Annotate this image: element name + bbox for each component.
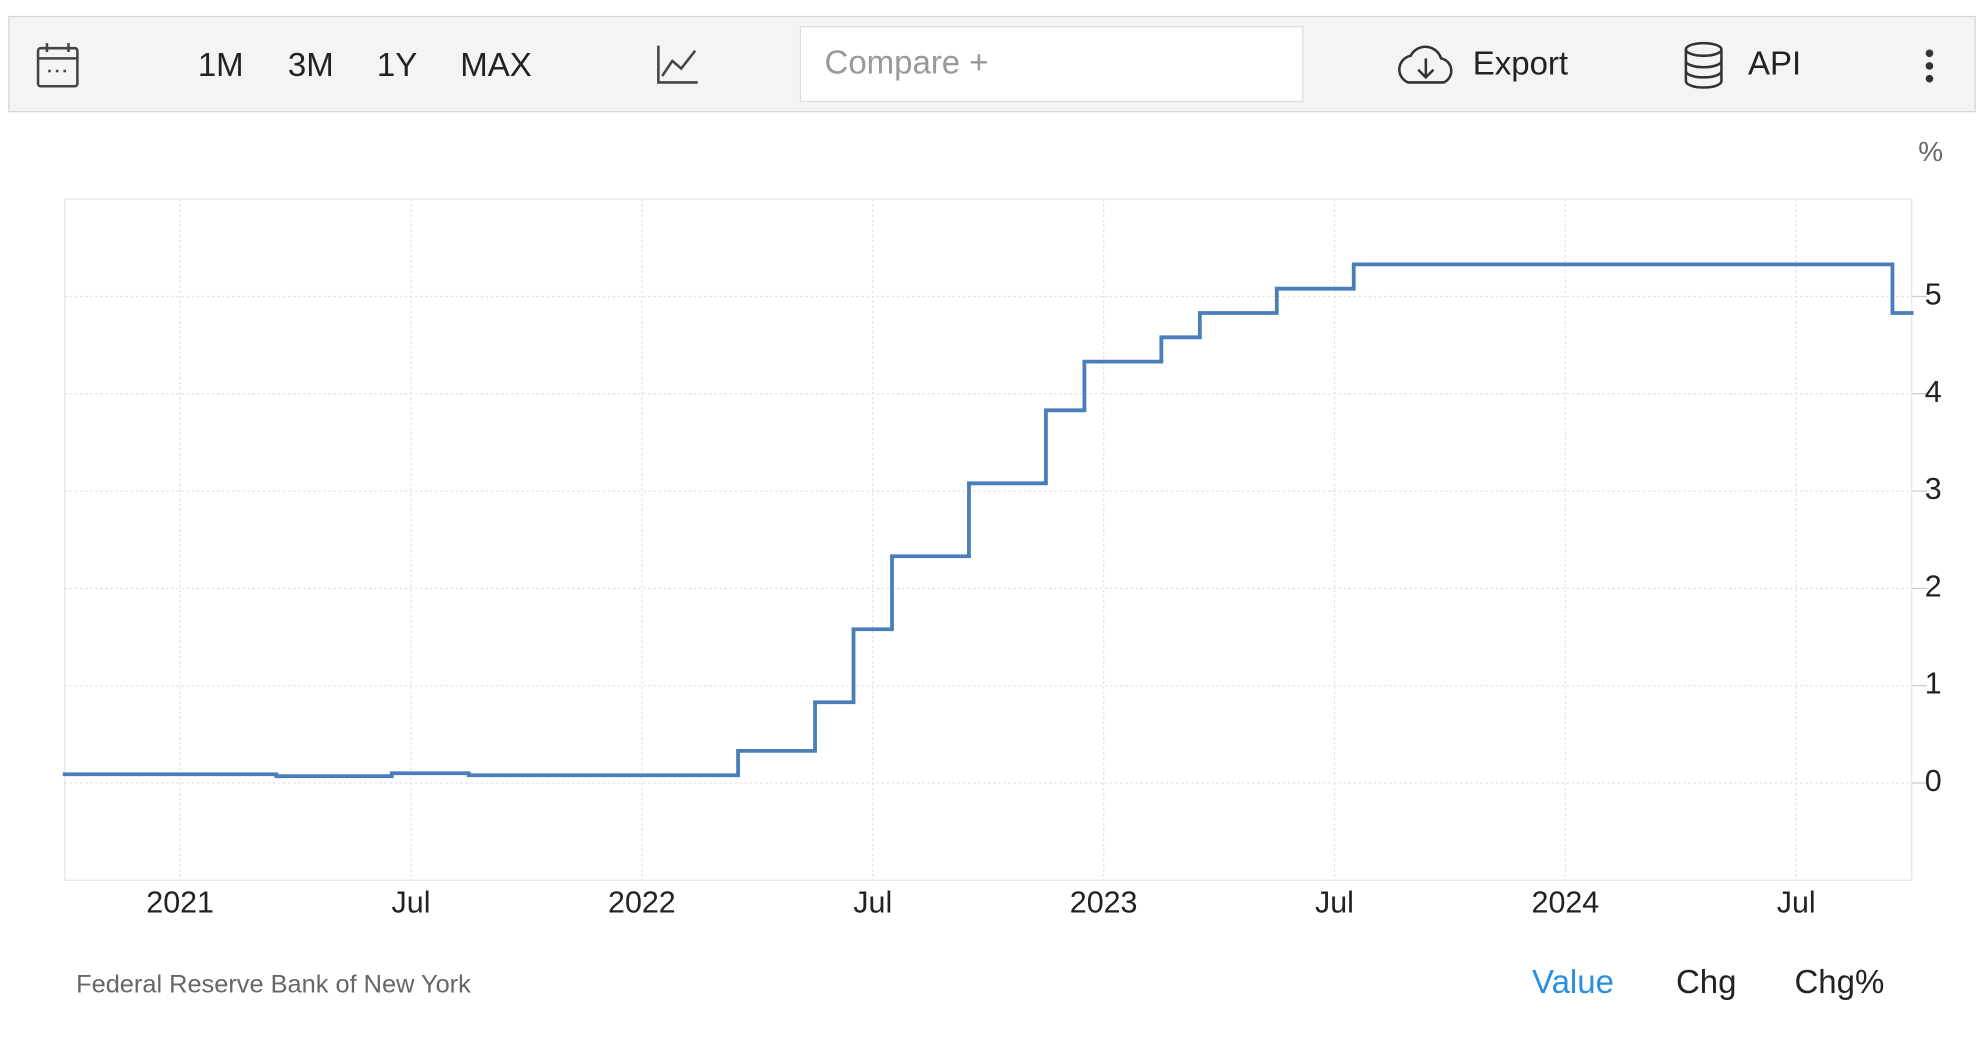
range-button[interactable]: 1Y [377, 46, 417, 83]
compare-input[interactable] [799, 26, 1304, 103]
x-tick-label: 2022 [608, 885, 676, 919]
x-tick-label: Jul [392, 885, 431, 919]
compare-placeholder: Compare + [825, 43, 989, 80]
x-tick-label: Jul [1315, 885, 1354, 919]
source: Federal Reserve Bank of New York [76, 970, 471, 998]
plot-area [64, 198, 1913, 881]
more-menu[interactable] [1925, 49, 1934, 83]
chart-type-icon[interactable] [657, 45, 698, 84]
x-tick-label: 2024 [1532, 885, 1600, 919]
view-tab[interactable]: Chg% [1794, 963, 1884, 1000]
export-icon[interactable] [1398, 45, 1453, 84]
range-button[interactable]: 1M [198, 46, 244, 83]
x-tick-label: 2021 [146, 885, 214, 919]
y-tick-label: 4 [1925, 375, 1942, 409]
range-button[interactable]: MAX [460, 46, 531, 83]
export-button[interactable]: Export [1473, 45, 1568, 82]
y-tick-label: 2 [1925, 569, 1942, 603]
api-icon[interactable] [1684, 41, 1723, 89]
y-tick-label: 3 [1925, 472, 1942, 506]
x-tick-label: Jul [1777, 885, 1816, 919]
api-button[interactable]: API [1748, 45, 1801, 82]
y-tick-label: 1 [1925, 667, 1942, 701]
y-tick-label: 5 [1925, 278, 1942, 312]
unit-label: % [1918, 136, 1943, 167]
x-tick-label: Jul [853, 885, 892, 919]
view-tab[interactable]: Value [1532, 963, 1614, 1000]
view-tab[interactable]: Chg [1676, 963, 1736, 1000]
range-button[interactable]: 3M [288, 46, 334, 83]
calendar-icon[interactable] [36, 43, 79, 88]
y-tick-label: 0 [1925, 764, 1942, 798]
x-tick-label: 2023 [1070, 885, 1138, 919]
